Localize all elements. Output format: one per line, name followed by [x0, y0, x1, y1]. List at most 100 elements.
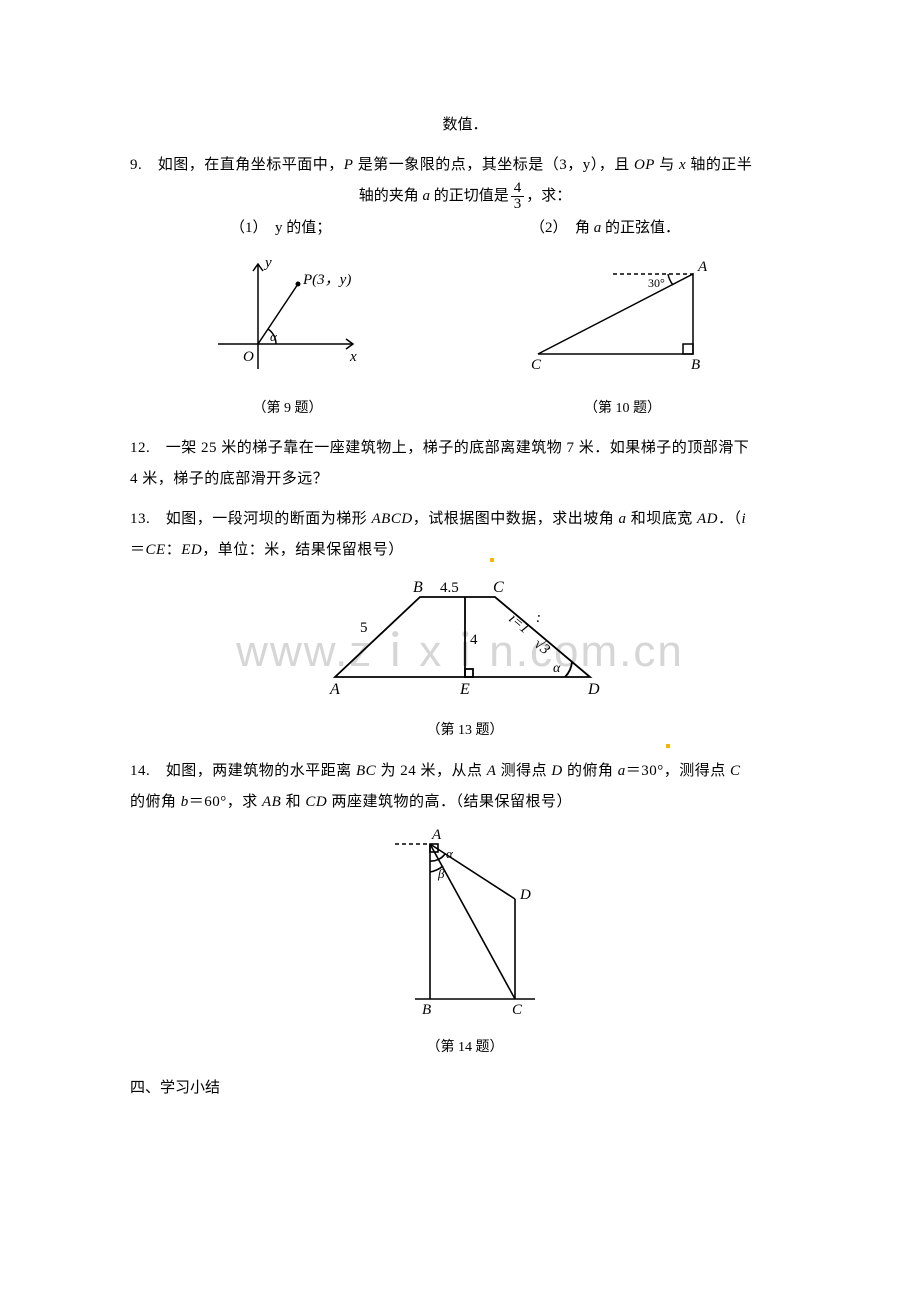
text: ＝30°，测得点 [626, 763, 730, 779]
fig13-alpha: α [553, 661, 561, 676]
fig9-O-label: O [243, 349, 254, 365]
figure-9-svg: y x O P(3，y) α [198, 249, 378, 379]
var-b: b [181, 794, 189, 810]
problem-12: 12. 一架 25 米的梯子靠在一座建筑物上，梯子的底部离建筑物 7 米．如果梯… [130, 433, 800, 496]
var-a: a [422, 188, 430, 204]
var-d: D [551, 763, 562, 779]
text: 的正弦值． [601, 220, 680, 236]
section-4-heading: 四、学习小结 [130, 1073, 800, 1105]
fig10-C: C [531, 357, 542, 373]
problem-9: 9. 如图，在直角坐标平面中，P 是第一象限的点，其坐标是（3，y），且 OP … [130, 150, 800, 423]
text: 轴的夹角 [359, 188, 423, 204]
var-c: C [730, 763, 741, 779]
page: www.zｉxｉn.com.cn 数值． 9. 如图，在直角坐标平面中，P 是第… [0, 0, 920, 1164]
fig13-i1: i=1 [505, 611, 532, 637]
figure-14-caption: （第 14 题） [370, 1033, 560, 1062]
var-op: OP [634, 157, 655, 173]
figures-row-9-10: y x O P(3，y) α （第 9 题） A [130, 249, 800, 423]
fig14-beta: β [437, 866, 445, 881]
fig14-alpha: α [446, 846, 454, 861]
figure-9-caption: （第 9 题） [198, 394, 378, 423]
var-bc: BC [356, 763, 376, 779]
fig14-A: A [431, 827, 442, 843]
problem-12-line1: 12. 一架 25 米的梯子靠在一座建筑物上，梯子的底部离建筑物 7 米．如果梯… [130, 433, 800, 465]
text: 两座建筑物的高．（结果保留根号） [327, 794, 572, 810]
problem-9-part1: （1） y 的值； [230, 213, 331, 245]
var-abcd: ABCD [372, 511, 413, 527]
text: 的俯角 [130, 794, 181, 810]
yellow-dot-icon [490, 558, 494, 562]
figure-13-caption: （第 13 题） [305, 716, 625, 745]
fig9-P-label: P(3，y) [302, 272, 351, 288]
fig13-E: E [459, 681, 470, 698]
text: 为 24 米，从点 [376, 763, 487, 779]
fraction-den: 3 [511, 197, 525, 212]
var-a1: A [487, 763, 497, 779]
fig9-x-label: x [349, 349, 357, 365]
text: ＝60°，求 [189, 794, 262, 810]
text: ： [166, 542, 182, 558]
problem-13-line2: ＝CE：ED，单位：米，结果保留根号） [130, 535, 800, 567]
var-ce: CE [146, 542, 166, 558]
figure-13-svg: A B C D E 4.5 5 4 α i=1 : √3 [305, 572, 625, 702]
fig10-A: A [697, 259, 708, 275]
text: 14. 如图，两建筑物的水平距离 [130, 763, 356, 779]
fraction-num: 4 [511, 181, 525, 197]
text: 9. 如图，在直角坐标平面中， [130, 157, 344, 173]
var-a: a [618, 763, 626, 779]
problem-14-line1: 14. 如图，两建筑物的水平距离 BC 为 24 米，从点 A 测得点 D 的俯… [130, 756, 800, 788]
var-ad: AD [697, 511, 718, 527]
fig14-D: D [519, 887, 531, 903]
var-i: i [741, 511, 746, 527]
problem-13-line1: 13. 如图，一段河坝的断面为梯形 ABCD，试根据图中数据，求出坡角 a 和坝… [130, 504, 800, 536]
fig9-alpha-label: α [270, 329, 278, 344]
yellow-dot-icon [666, 744, 670, 748]
var-ab: AB [262, 794, 281, 810]
fig13-colon: : [536, 610, 541, 626]
var-p: P [344, 157, 354, 173]
problem-13: 13. 如图，一段河坝的断面为梯形 ABCD，试根据图中数据，求出坡角 a 和坝… [130, 504, 800, 746]
problem-14: 14. 如图，两建筑物的水平距离 BC 为 24 米，从点 A 测得点 D 的俯… [130, 756, 800, 1063]
text: （2） 角 [530, 220, 594, 236]
text: 是第一象限的点，其坐标是（3，y），且 [353, 157, 634, 173]
fig13-left: 5 [360, 620, 368, 636]
var-cd: CD [305, 794, 327, 810]
text: ，试根据图中数据，求出坡角 [413, 511, 619, 527]
figure-13: A B C D E 4.5 5 4 α i=1 : √3 （第 13 题） [305, 572, 625, 746]
fig14-C: C [512, 1002, 523, 1018]
fig10-B: B [691, 357, 700, 373]
text: ，单位：米，结果保留根号） [202, 542, 404, 558]
figure-14-row: A B C D α β （第 14 题） [130, 824, 800, 1063]
text: 测得点 [496, 763, 551, 779]
figure-13-row: A B C D E 4.5 5 4 α i=1 : √3 （第 13 题） [130, 572, 800, 746]
text: 和 [281, 794, 305, 810]
fig13-top: 4.5 [440, 580, 459, 596]
problem-9-subparts: （1） y 的值； （2） 角 a 的正弦值． [130, 213, 800, 245]
fig9-y-label: y [263, 255, 272, 271]
fig13-C: C [493, 579, 504, 596]
figure-14-svg: A B C D α β [370, 824, 560, 1019]
problem-9-part2: （2） 角 a 的正弦值． [530, 213, 680, 245]
text: 轴的正半 [686, 157, 752, 173]
fig13-height: 4 [470, 632, 478, 648]
fig13-B: B [413, 579, 423, 596]
fig13-i2: √3 [530, 636, 552, 658]
var-ed: ED [181, 542, 202, 558]
fraction-4-3: 43 [511, 181, 525, 212]
text: ．（ [718, 511, 742, 527]
problem-12-line2: 4 米，梯子的底部滑开多远？ [130, 464, 800, 496]
text: 的俯角 [563, 763, 618, 779]
fig14-B: B [422, 1002, 431, 1018]
problem-9-line2: 轴的夹角 a 的正切值是43，求： [130, 181, 800, 213]
text: 与 [655, 157, 679, 173]
figure-10-caption: （第 10 题） [513, 394, 733, 423]
text: 13. 如图，一段河坝的断面为梯形 [130, 511, 372, 527]
text: 和坝底宽 [626, 511, 697, 527]
figure-14: A B C D α β （第 14 题） [370, 824, 560, 1063]
problem-14-line2: 的俯角 b＝60°，求 AB 和 CD 两座建筑物的高．（结果保留根号） [130, 787, 800, 819]
text: 的正切值是 [430, 188, 509, 204]
fig13-A: A [329, 681, 340, 698]
figure-9: y x O P(3，y) α （第 9 题） [198, 249, 378, 423]
fig10-angle: 30° [648, 276, 665, 290]
fig13-D: D [587, 681, 600, 698]
